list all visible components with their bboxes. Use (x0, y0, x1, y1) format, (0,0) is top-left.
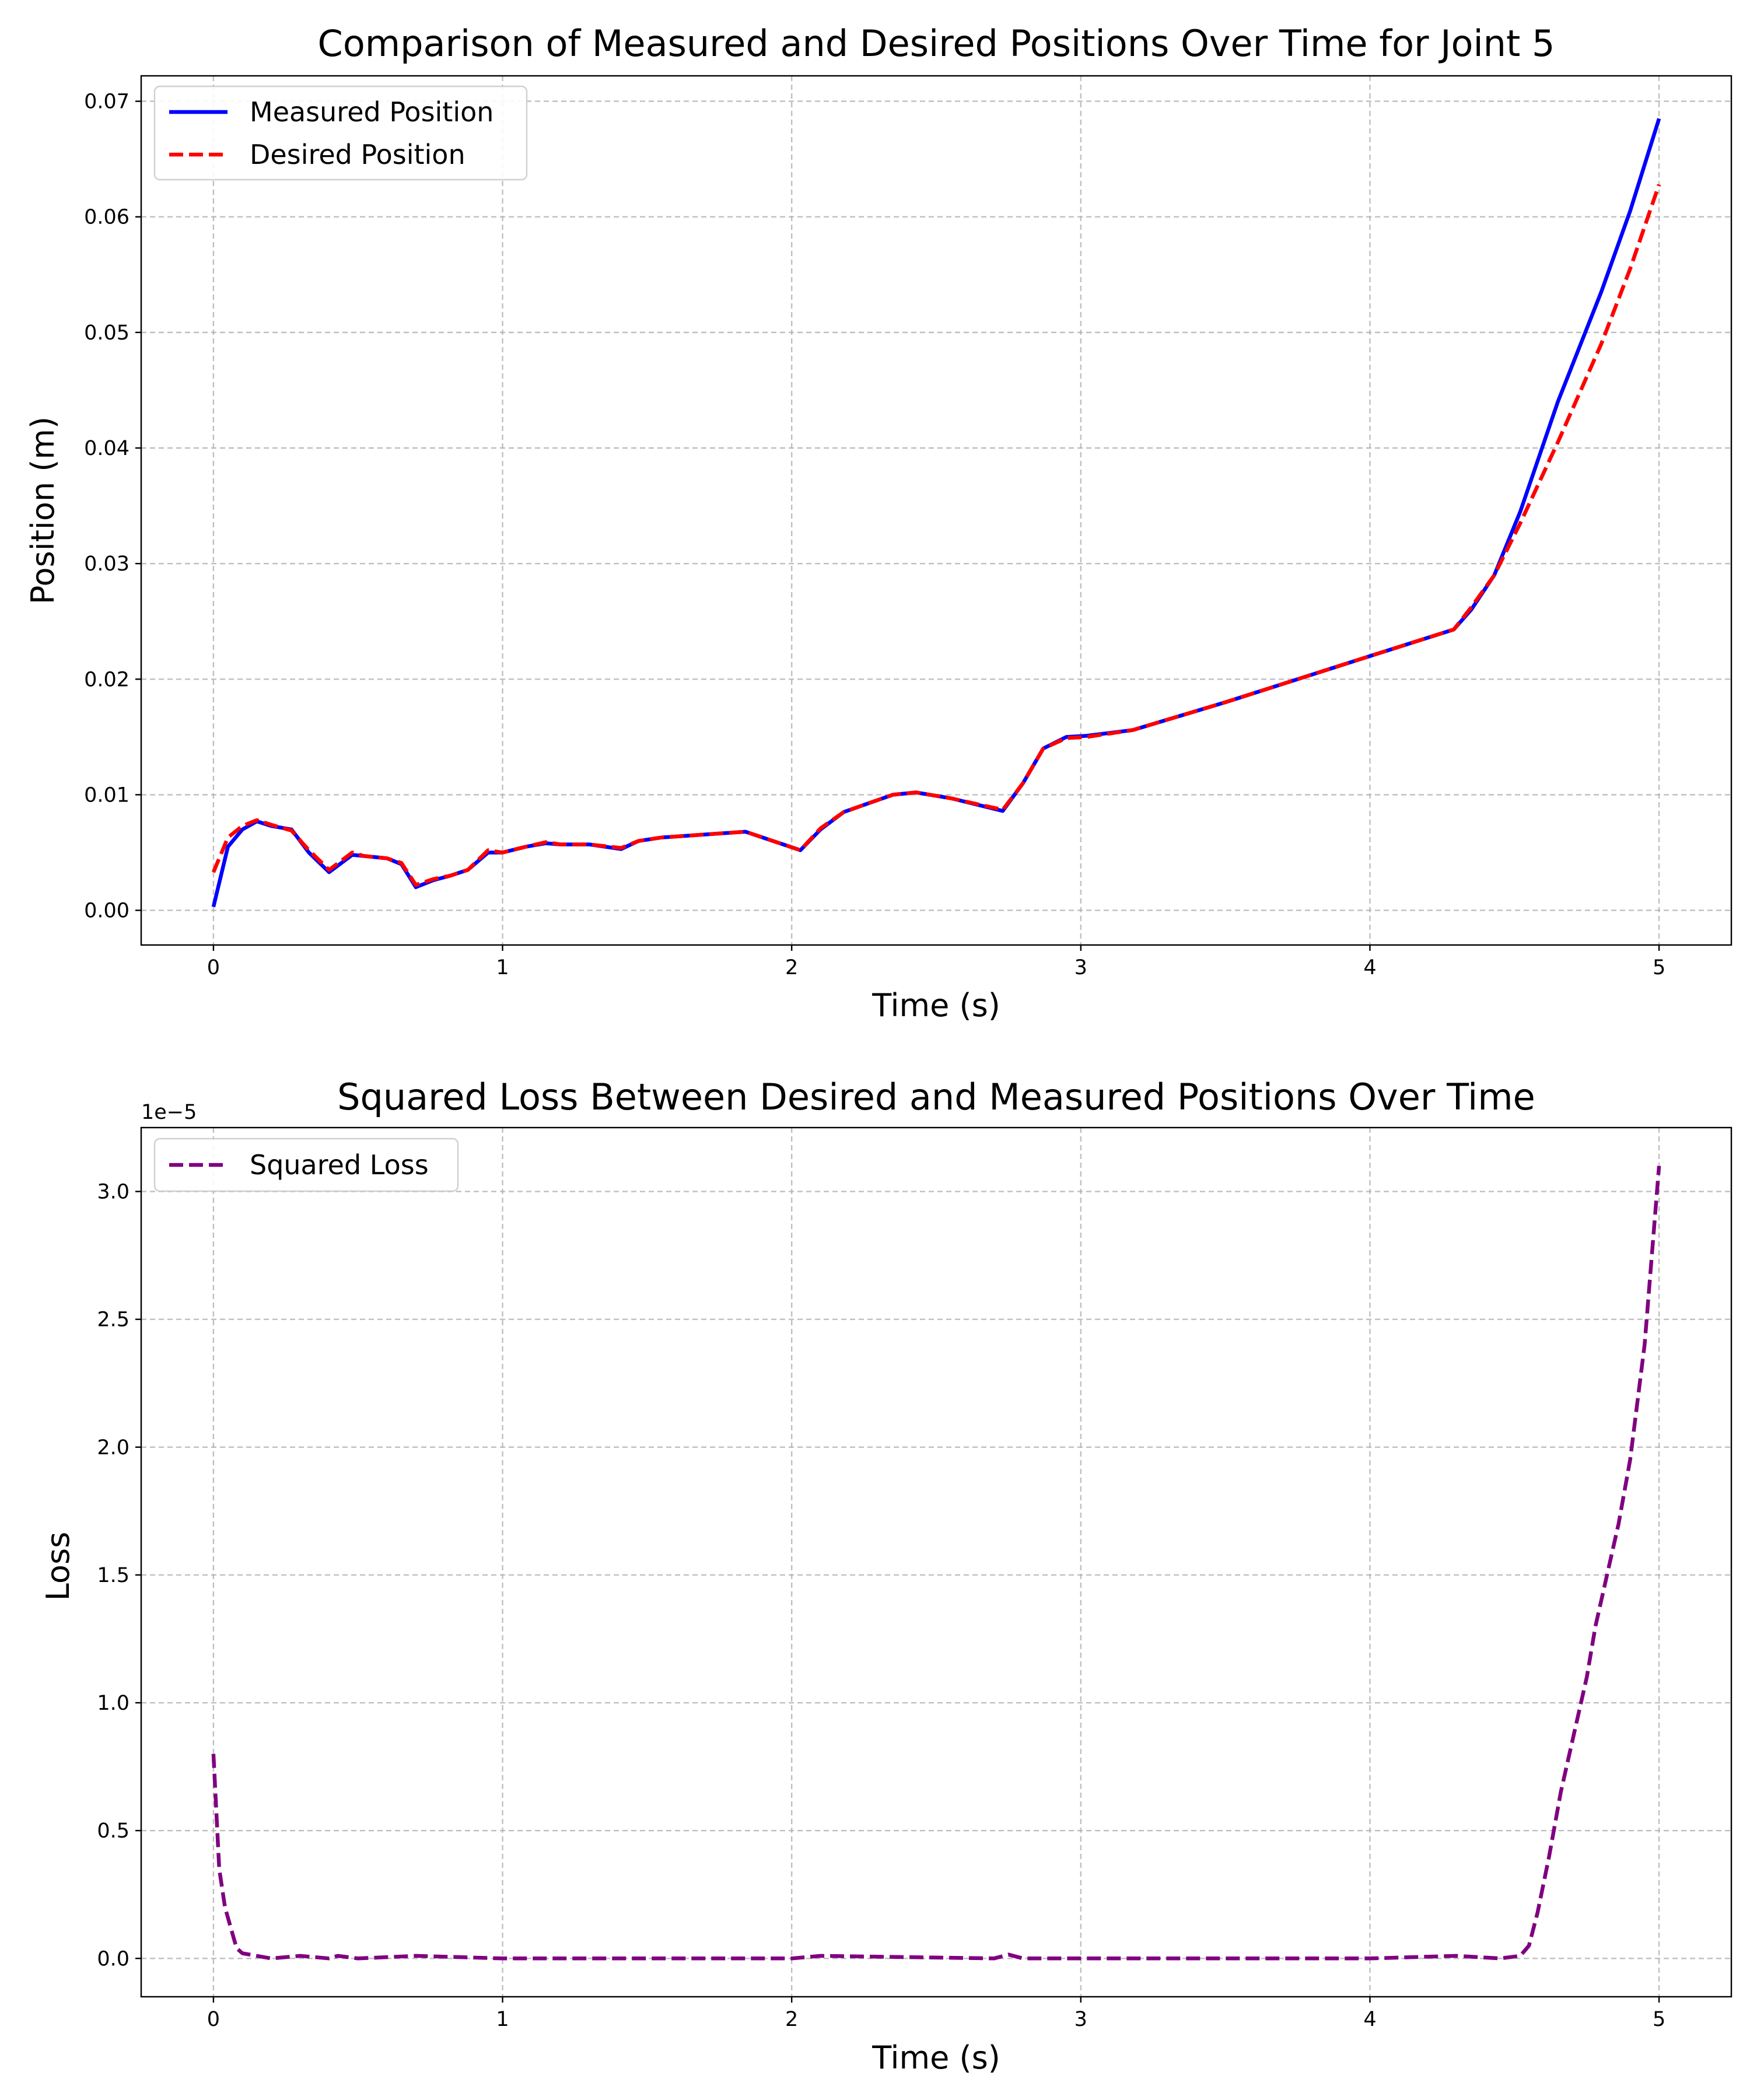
x-tick-label: 4 (1363, 2008, 1376, 2031)
loss-chart-title: Squared Loss Between Desired and Measure… (337, 1076, 1535, 1118)
loss-chart-offset-label: 1e−5 (141, 1101, 197, 1124)
loss-chart-frame (140, 1126, 1732, 1998)
legend-box (153, 1138, 459, 1192)
x-tick-label: 3 (1074, 956, 1087, 979)
y-tick-label: 1.5 (97, 1564, 130, 1587)
loss-chart-xlabel: Time (s) (872, 2039, 1000, 2076)
y-tick-label: 0.06 (84, 206, 130, 229)
y-tick-label: 0.03 (84, 552, 130, 576)
position-chart-frame (140, 75, 1732, 946)
loss-chart-lines (211, 1166, 1661, 1961)
x-tick-label: 5 (1653, 956, 1665, 979)
x-tick-label: 2 (785, 956, 798, 979)
x-tick-label: 4 (1363, 956, 1376, 979)
loss-chart-grid (141, 1128, 1731, 1997)
loss-chart-legend: Squared Loss (153, 1138, 459, 1192)
legend-box (153, 85, 528, 181)
x-tick-label: 3 (1074, 2008, 1087, 2031)
x-tick-label: 2 (785, 2008, 798, 2031)
loss-chart-xticks: 0 1 2 3 4 5 (207, 1997, 1665, 2031)
y-tick-label: 2.0 (97, 1436, 130, 1460)
series-line-desired-position (211, 184, 1661, 887)
y-tick-label: 0.5 (97, 1819, 130, 1843)
y-tick-label: 0.02 (84, 668, 130, 691)
legend-label-desired: Desired Position (250, 139, 466, 170)
y-tick-label: 2.5 (97, 1308, 130, 1332)
y-tick-label: 0.07 (84, 90, 130, 114)
series-line-squared-loss (211, 1166, 1661, 1961)
loss-chart-background (141, 1128, 1731, 1997)
position-chart-yticks: 0.00 0.01 0.02 0.03 0.04 0.05 0.06 0.07 (84, 90, 141, 923)
loss-chart: 0 1 2 3 4 5 0.0 0.5 1.0 1.5 2.0 2.5 3.0 1e−5 Square… (40, 1076, 1732, 2076)
x-tick-label: 1 (496, 2008, 509, 2031)
position-chart-xticks: 0 1 2 3 4 5 (207, 945, 1665, 979)
x-tick-label: 0 (207, 2008, 220, 2031)
y-tick-label: 0.0 (97, 1947, 130, 1971)
position-chart-title: Comparison of Measured and Desired Posit… (318, 22, 1555, 65)
y-tick-label: 3.0 (97, 1181, 130, 1204)
y-tick-label: 1.0 (97, 1692, 130, 1715)
loss-chart-ylabel: Loss (40, 1532, 76, 1601)
y-tick-label: 0.05 (84, 321, 130, 345)
position-chart-xlabel: Time (s) (872, 987, 1000, 1024)
position-chart-legend: Measured Position Desired Position (153, 85, 528, 181)
x-tick-label: 0 (207, 956, 220, 979)
y-tick-label: 0.04 (84, 437, 130, 460)
legend-label-loss: Squared Loss (250, 1149, 429, 1181)
legend-label-measured: Measured Position (250, 96, 494, 128)
position-chart-lines (211, 118, 1661, 908)
y-tick-label: 0.00 (84, 900, 130, 923)
loss-chart-yticks: 0.0 0.5 1.0 1.5 2.0 2.5 3.0 (97, 1181, 141, 1971)
position-chart-grid (141, 76, 1731, 945)
y-tick-label: 0.01 (84, 783, 130, 807)
x-tick-label: 5 (1653, 2008, 1665, 2031)
position-chart-ylabel: Position (m) (24, 416, 61, 604)
position-chart-background (141, 76, 1731, 945)
x-tick-label: 1 (496, 956, 509, 979)
